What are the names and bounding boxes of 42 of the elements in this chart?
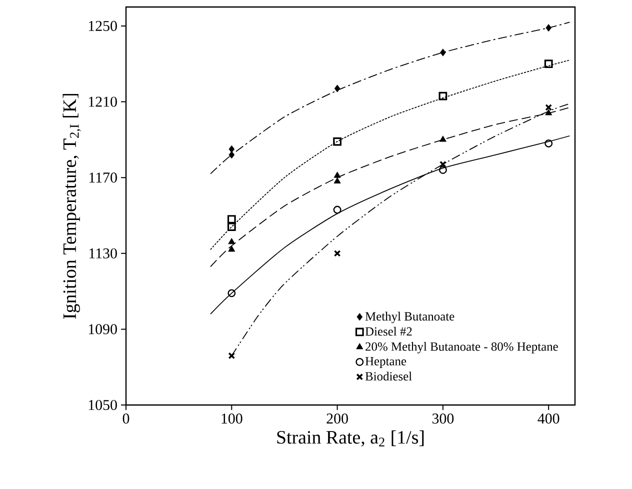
point bbox=[544, 60, 553, 68]
line-series bbox=[210, 60, 570, 250]
legend-label: Methyl Butanoate bbox=[365, 312, 454, 324]
point bbox=[334, 250, 341, 257]
x-tick-label: 400 bbox=[538, 414, 560, 424]
point bbox=[334, 172, 341, 178]
point bbox=[439, 136, 446, 142]
y-tick-label: 1210 bbox=[88, 96, 117, 107]
legend-label: Biodiesel bbox=[365, 372, 412, 381]
x-tick-label: 100 bbox=[222, 414, 242, 424]
point bbox=[227, 222, 236, 232]
y-axis-title: Ignition Temperature, T$_{2,I}$ [K] bbox=[62, 94, 81, 319]
x-axis-title: Strain Rate, a$_{2}$ [1/s] bbox=[277, 430, 424, 446]
point bbox=[228, 151, 235, 159]
point bbox=[544, 139, 553, 148]
point bbox=[545, 109, 552, 116]
x-tick-label: 0 bbox=[122, 414, 130, 424]
line-series bbox=[210, 22, 570, 174]
legend-label: 20% Methyl Butanoate - 80% Heptane bbox=[366, 342, 558, 354]
point bbox=[228, 352, 236, 360]
point bbox=[228, 246, 236, 252]
y-tick-label: 1050 bbox=[88, 400, 117, 410]
legend-label: Diesel #2 bbox=[365, 326, 412, 336]
legend-label: Heptane bbox=[365, 357, 406, 368]
y-tick-label: 1090 bbox=[88, 324, 117, 334]
point bbox=[438, 92, 448, 100]
point bbox=[334, 84, 340, 92]
point bbox=[228, 289, 236, 298]
point bbox=[438, 166, 447, 174]
x-tick-label: 200 bbox=[326, 414, 348, 424]
point bbox=[334, 177, 341, 184]
y-tick-label: 1130 bbox=[89, 248, 117, 258]
y-tick-label: 1170 bbox=[89, 172, 117, 183]
x-tick-label: 300 bbox=[432, 414, 454, 424]
point bbox=[545, 104, 552, 111]
point bbox=[333, 137, 342, 146]
point bbox=[440, 48, 446, 56]
y-tick-label: 1250 bbox=[88, 20, 117, 31]
point bbox=[546, 24, 552, 32]
point bbox=[333, 206, 342, 214]
point bbox=[227, 215, 236, 224]
point bbox=[228, 238, 236, 244]
